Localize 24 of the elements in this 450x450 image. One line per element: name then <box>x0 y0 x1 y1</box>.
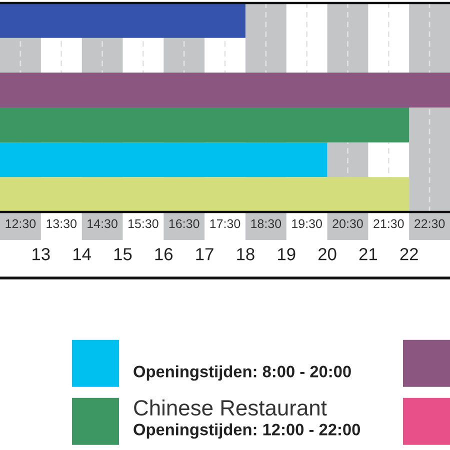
x-tick-label: 20:30 <box>332 219 363 228</box>
text: Openingstijden: 8:00 - 20:00 <box>134 365 351 381</box>
x-tick-label: 22:30 <box>414 219 445 228</box>
x-tick-label: 12:30 <box>6 219 36 228</box>
x2-tick-label: 22 <box>400 248 418 260</box>
x2-tick-label: 15 <box>114 248 132 260</box>
x-tick-label: 14:30 <box>88 219 118 228</box>
x2-tick-label: 20 <box>318 248 336 260</box>
x2-tick-label: 18 <box>237 248 254 260</box>
x2-tick-label: 13 <box>32 248 50 260</box>
x2-tick-label: 17 <box>196 248 214 260</box>
x-tick-label: 19:30 <box>292 219 322 228</box>
x2-tick-label: 14 <box>73 248 91 260</box>
x2-tick-label: 19 <box>278 248 296 260</box>
x-tick-label: 16:30 <box>169 219 200 228</box>
text: Openingstijden: 12:00 - 22:00 <box>134 423 360 439</box>
x-tick-label: 15:30 <box>128 219 158 228</box>
x-tick-label: 17:30 <box>210 219 240 228</box>
x-tick-label: 18:30 <box>251 219 282 228</box>
legend-label: Chinese Restaurant <box>134 400 327 416</box>
x2-tick-label: 16 <box>155 248 173 260</box>
x-tick-label: 13:30 <box>46 219 77 228</box>
x-tick-label: 21:30 <box>374 219 404 228</box>
x2-tick-label: 21 <box>359 248 377 260</box>
